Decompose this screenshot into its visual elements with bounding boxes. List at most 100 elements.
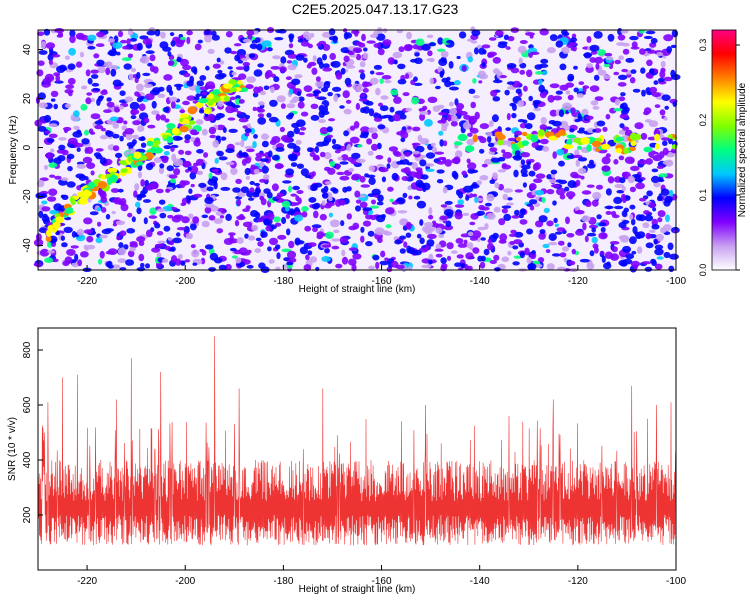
heatmap-cell: [211, 30, 217, 37]
heatmap-cell: [169, 96, 178, 102]
heatmap-cell: [232, 104, 241, 109]
heatmap-cell: [208, 247, 215, 255]
heatmap-cell: [458, 31, 467, 39]
heatmap-cell: [517, 119, 526, 123]
heatmap-cell: [229, 234, 234, 242]
heatmap-feature-cell: [120, 168, 128, 174]
heatmap-cell: [176, 56, 182, 63]
heatmap-cell: [483, 248, 490, 256]
heatmap-cell: [381, 75, 392, 80]
heatmap-cell: [600, 227, 606, 233]
heatmap-cell: [491, 114, 499, 123]
heatmap-cell: [488, 37, 497, 41]
heatmap-cell: [119, 90, 126, 96]
heatmap-cell: [619, 123, 625, 129]
heatmap-cell: [444, 200, 453, 205]
heatmap-feature-cell: [118, 160, 129, 165]
heatmap-feature-cell: [654, 133, 660, 142]
heatmap-cell: [331, 138, 337, 145]
heatmap-cell: [201, 91, 207, 96]
heatmap-cell: [533, 178, 543, 183]
heatmap-cell: [416, 200, 427, 209]
heatmap-cell: [487, 242, 494, 251]
heatmap-cell: [660, 188, 670, 196]
heatmap-cell: [355, 205, 361, 212]
heatmap-cell: [261, 165, 269, 174]
heatmap-cell: [218, 73, 227, 78]
heatmap-cell: [37, 92, 47, 100]
heatmap-cell: [260, 215, 268, 220]
heatmap-cell: [412, 249, 422, 256]
heatmap-cell: [95, 237, 103, 244]
heatmap-cell: [136, 83, 144, 92]
heatmap-cell: [457, 243, 468, 248]
heatmap-cell: [640, 132, 648, 140]
heatmap-cell: [472, 78, 477, 84]
heatmap-cell: [266, 212, 275, 221]
heatmap-cell: [656, 256, 664, 260]
heatmap-cell: [519, 69, 526, 75]
heatmap-cell: [417, 134, 423, 142]
heatmap-cell: [657, 210, 666, 218]
heatmap-cell: [313, 182, 323, 188]
heatmap-cell: [377, 48, 385, 56]
heatmap-cell: [362, 207, 373, 212]
heatmap-cell: [558, 240, 565, 246]
heatmap-cell: [244, 128, 252, 133]
snr-x-tick-label: -200: [175, 576, 195, 587]
heatmap-cell: [542, 243, 550, 249]
heatmap-cell: [526, 256, 532, 264]
heatmap-cell: [484, 202, 492, 207]
heatmap-cell: [617, 82, 627, 87]
heatmap-cell: [208, 126, 217, 135]
heatmap-cell: [136, 267, 146, 272]
heatmap-cell: [48, 133, 58, 139]
heatmap-cell: [575, 159, 580, 167]
heatmap-cell: [360, 92, 366, 98]
heatmap-cell: [90, 170, 95, 176]
heatmap-cell: [339, 161, 349, 165]
heatmap-cell: [297, 101, 305, 109]
heatmap-cell: [334, 149, 341, 154]
heatmap-cell: [287, 53, 298, 59]
heatmap-cell: [537, 257, 545, 263]
heatmap-cell: [103, 109, 112, 113]
heatmap-cell: [84, 246, 89, 251]
heatmap-cell: [462, 121, 472, 130]
heatmap-cell: [340, 220, 345, 227]
heatmap-cell: [53, 103, 58, 110]
heatmap-cell: [313, 91, 318, 97]
heatmap-cell: [665, 214, 670, 223]
heatmap-cell: [377, 124, 386, 130]
heatmap-cell: [130, 67, 137, 73]
heatmap-cell: [618, 74, 628, 81]
heatmap-cell: [658, 173, 668, 178]
snr-x-tick-label: -140: [470, 576, 490, 587]
heatmap-cell: [170, 178, 177, 184]
heatmap-cell: [106, 97, 112, 102]
heatmap-cell: [138, 103, 146, 111]
heatmap-cell: [204, 244, 214, 250]
heatmap-cell: [346, 143, 352, 152]
heatmap-cell: [456, 254, 464, 259]
heatmap-cell: [554, 223, 559, 228]
heatmap-cell: [127, 53, 133, 59]
heatmap-cell: [163, 145, 172, 150]
heatmap-cell: [463, 114, 472, 120]
heatmap-cell: [44, 164, 48, 171]
heatmap-cell: [211, 168, 219, 173]
heatmap-cell: [258, 108, 265, 113]
heatmap-cell: [550, 184, 561, 188]
heatmap-cell: [347, 51, 355, 56]
heatmap-cell: [467, 56, 473, 63]
heatmap-cell: [82, 156, 93, 164]
heatmap-cell: [519, 251, 526, 259]
heatmap-cell: [504, 89, 510, 96]
heatmap-cell: [371, 199, 376, 205]
heatmap-cell: [489, 260, 497, 264]
heatmap-cell: [360, 126, 370, 134]
heatmap-feature-cell: [623, 147, 629, 155]
heatmap-cell: [343, 31, 349, 40]
heatmap-cell: [419, 237, 425, 245]
heatmap-cell: [261, 40, 272, 47]
